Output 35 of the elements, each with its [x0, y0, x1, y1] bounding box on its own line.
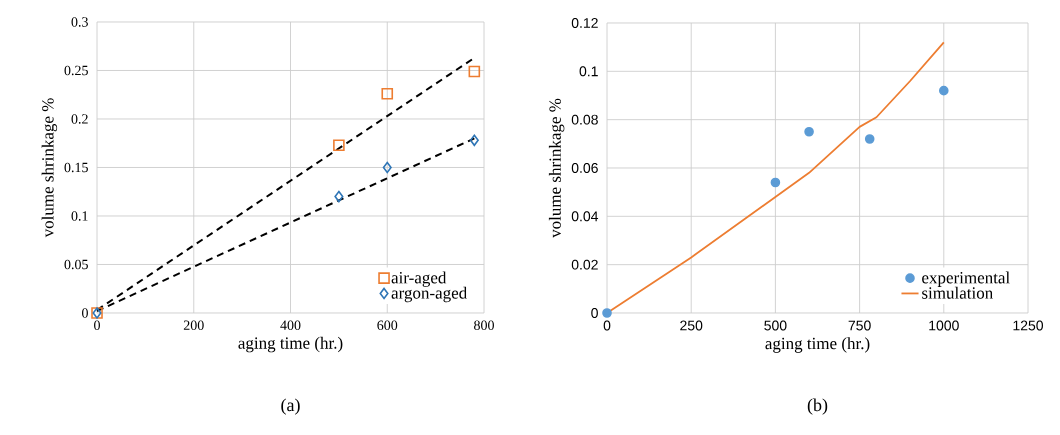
y-tick-label: 0.08 [571, 114, 598, 125]
x-tick-label: 0 [94, 320, 100, 330]
x-tick-label: 600 [377, 320, 398, 330]
y-tick-label: 0.06 [571, 163, 598, 173]
y-tick-label: 0.12 [571, 18, 598, 28]
y-axis-title: volume shrinkage % [548, 98, 565, 238]
x-tick-label: 400 [280, 320, 301, 330]
y-tick-label: 0.25 [64, 65, 88, 76]
legend-label: simulation [922, 286, 993, 299]
x-tick-label: 200 [183, 320, 204, 330]
y-tick-label: 0.02 [571, 259, 598, 270]
x-tick-label: 250 [680, 320, 703, 331]
y-tick-label: 0.1 [579, 66, 598, 77]
y-tick-label: 0.1 [71, 211, 88, 221]
y-tick-label: 0.15 [64, 162, 88, 173]
x-tick-label: 1000 [929, 320, 959, 331]
y-axis-title: volume shrinkage % [41, 98, 58, 238]
legend-label: argon-aged [391, 286, 467, 303]
x-tick-label: 750 [848, 320, 871, 331]
y-tick-label: 0.04 [571, 211, 599, 222]
legend-label: air-aged [391, 271, 447, 287]
x-tick-label: 1250 [1013, 320, 1044, 331]
x-tick-label: 800 [474, 320, 494, 330]
text: (b) [807, 398, 828, 415]
text: (a) [281, 398, 300, 415]
x-axis-title: aging time (hr.) [765, 337, 870, 353]
y-tick-label: 0.2 [71, 114, 88, 124]
x-tick-label: 500 [764, 320, 787, 331]
y-tick-label: 0 [591, 308, 598, 318]
y-tick-label: 0 [82, 308, 88, 318]
legend-label: experimental [922, 271, 1010, 287]
x-tick-label: 0 [603, 320, 611, 331]
x-axis-title: aging time (hr.) [238, 336, 343, 353]
y-tick-label: 0.05 [64, 259, 88, 270]
y-tick-label: 0.3 [71, 17, 88, 27]
